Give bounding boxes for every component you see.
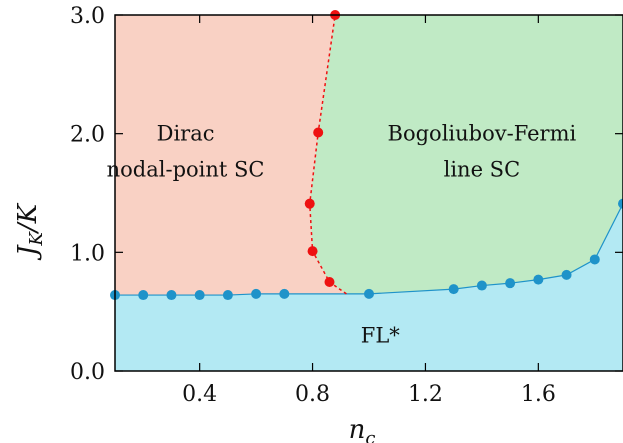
blue-point-7 <box>364 288 374 299</box>
x-tick-label-0: 0.4 <box>182 382 217 407</box>
region-label-1-line-0: Bogoliubov-Fermi <box>388 121 577 145</box>
y-tick-label-1: 1.0 <box>70 241 105 266</box>
plot-frame <box>114 14 623 372</box>
blue-point-11 <box>533 274 544 285</box>
red-boundary-line <box>308 14 347 295</box>
region-bogoliubov-fermi <box>309 15 623 294</box>
blue-point-13 <box>589 254 600 265</box>
data-series <box>110 10 623 301</box>
x-tick-label-2: 1.2 <box>408 382 443 407</box>
blue-point-12 <box>561 269 572 280</box>
y-tick-label-0: 0.0 <box>70 360 105 385</box>
region-label-2-line-0: FL* <box>361 323 401 347</box>
blue-point-10 <box>505 278 516 289</box>
red-point-2 <box>304 198 315 209</box>
blue-point-1 <box>138 290 149 301</box>
blue-point-9 <box>476 280 487 291</box>
blue-point-6 <box>279 288 290 299</box>
blue-point-2 <box>166 290 177 301</box>
x-tick-label-1: 0.8 <box>295 382 330 407</box>
region-label-0-line-0: Dirac <box>157 121 215 145</box>
region-labels: Dirac nodal-point SC Bogoliubov-Fermi line … <box>107 121 577 347</box>
y-tick-label-2: 2.0 <box>70 123 105 148</box>
y-axis-label: JK/K <box>13 202 47 261</box>
red-point-3 <box>313 127 324 138</box>
x-axis-label: nc <box>349 415 376 443</box>
region-fl-star <box>115 203 623 371</box>
x-tick-label-3: 1.6 <box>521 382 556 407</box>
blue-point-3 <box>194 290 205 301</box>
region-label-0-line-1: nodal-point SC <box>107 157 265 181</box>
blue-point-5 <box>251 288 262 299</box>
red-point-0 <box>324 277 335 287</box>
blue-point-14 <box>618 198 623 209</box>
region-dirac <box>115 15 347 296</box>
blue-point-8 <box>448 284 459 295</box>
blue-point-4 <box>222 290 233 301</box>
phase-regions <box>115 15 623 371</box>
red-point-1 <box>307 246 318 257</box>
region-label-1-line-1: line SC <box>444 157 521 181</box>
axis-ticks: 0.4 0.8 1.2 1.6 0.0 1.0 2.0 3.0 <box>70 4 623 407</box>
y-tick-label-3: 3.0 <box>70 4 105 29</box>
